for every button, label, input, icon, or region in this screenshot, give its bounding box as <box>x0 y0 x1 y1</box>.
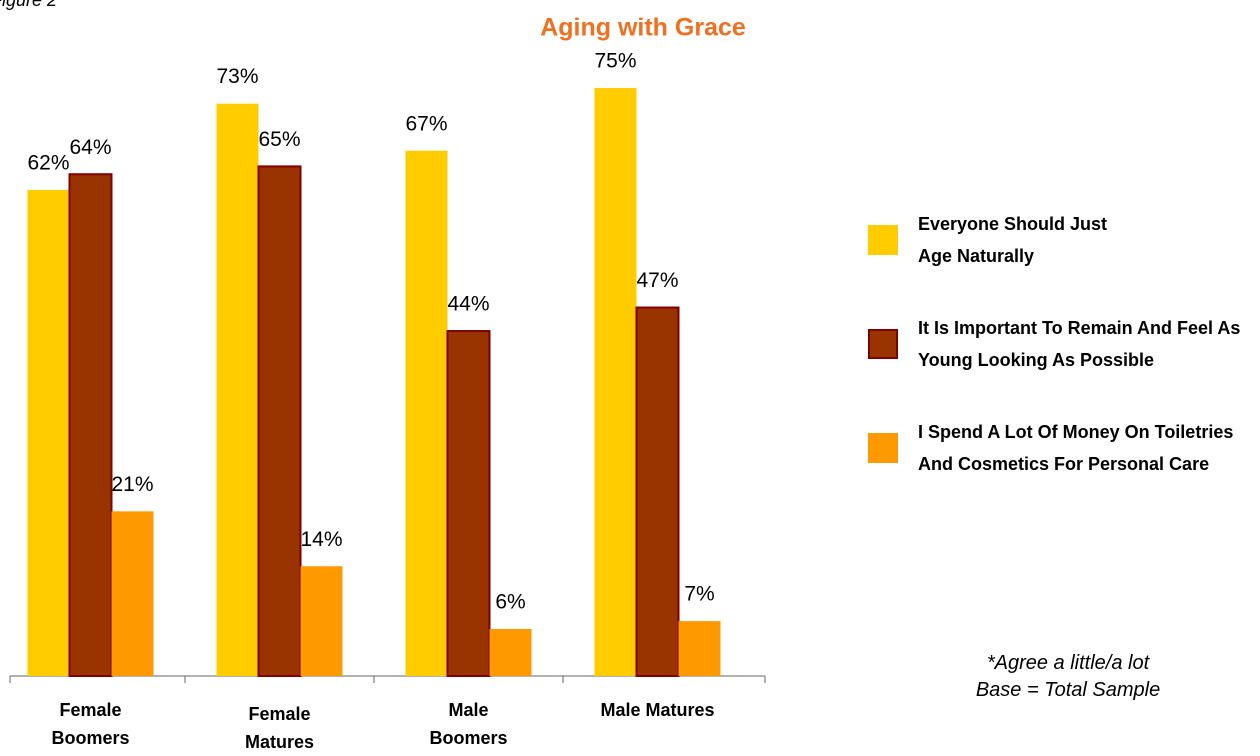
bar <box>216 103 259 677</box>
legend-swatch <box>868 329 898 359</box>
data-label: 47% <box>636 269 678 292</box>
bar <box>257 165 302 677</box>
x-tick-label: Male Matures <box>600 700 715 720</box>
bar <box>678 621 721 676</box>
bar <box>68 173 113 678</box>
bar <box>300 566 343 676</box>
x-tick-label: Male Boomers <box>429 700 508 748</box>
note: Base = Total Sample <box>975 679 1161 701</box>
figure-label: Figure 2 <box>0 0 58 10</box>
chart-title: Aging with Grace <box>540 14 746 42</box>
legend-swatch <box>868 433 898 463</box>
bar <box>27 189 70 677</box>
bar <box>594 88 637 676</box>
note: *Agree a little/a lot <box>986 652 1150 674</box>
data-label: 67% <box>405 112 447 135</box>
data-label: 21% <box>111 473 153 496</box>
data-label: 62% <box>27 151 69 174</box>
legend-entry: It Is Important To Remain And Feel As Yo… <box>868 312 1258 376</box>
data-label: 14% <box>300 528 342 551</box>
data-label: 64% <box>69 136 111 159</box>
data-label: 73% <box>216 65 258 88</box>
bar <box>111 511 154 676</box>
bar <box>635 306 680 677</box>
legend-swatch <box>868 225 898 255</box>
bar <box>489 628 532 676</box>
bar <box>405 150 448 677</box>
legend: Everyone Should Just Age Naturally It Is … <box>868 208 1258 480</box>
data-label: 6% <box>495 591 525 614</box>
legend-label: Everyone Should Just Age Naturally <box>918 214 1108 266</box>
data-label: 44% <box>447 293 489 316</box>
data-label: 7% <box>684 583 714 606</box>
x-tick-label: Female Matures <box>244 704 315 752</box>
legend-entry: I Spend A Lot Of Money On Toiletries And… <box>868 416 1258 480</box>
bar <box>446 330 491 677</box>
legend-label: It Is Important To Remain And Feel As Yo… <box>918 318 1241 370</box>
legend-label: I Spend A Lot Of Money On Toiletries And… <box>918 422 1234 474</box>
data-label: 75% <box>594 50 636 73</box>
legend-entry: Everyone Should Just Age Naturally <box>868 208 1258 272</box>
data-label: 65% <box>258 128 300 151</box>
x-tick-label: Female Boomers <box>51 700 130 748</box>
notes: *Agree a little/a lot Base = Total Sample <box>900 650 1236 704</box>
